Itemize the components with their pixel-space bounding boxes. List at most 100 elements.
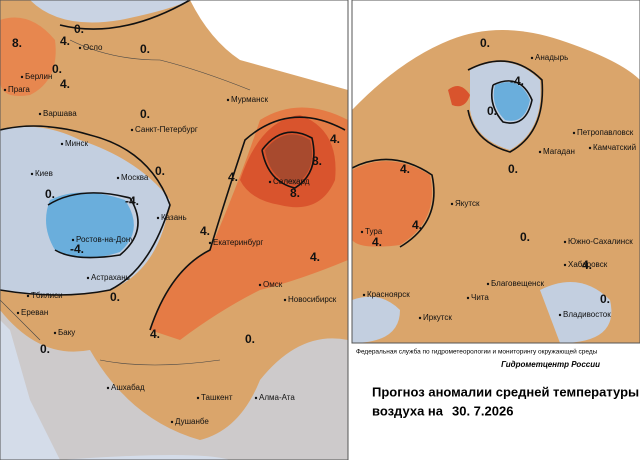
cold-area — [0, 310, 348, 460]
city-dot — [558, 313, 562, 317]
city-label: Иркутск — [423, 313, 452, 322]
contour-label: 4. — [310, 250, 320, 264]
city-dot — [30, 172, 34, 176]
contour-label: 0. — [52, 62, 62, 76]
contour-label: 0. — [140, 107, 150, 121]
city-label: Ашхабад — [111, 383, 145, 392]
city-dot — [538, 150, 542, 154]
city-dot — [106, 386, 110, 390]
contour-label: 4. — [582, 258, 592, 272]
city-label: Якутск — [455, 199, 480, 208]
city-dot — [418, 316, 422, 320]
center: Гидрометцентр России — [501, 360, 600, 369]
contour-label: 0. — [520, 230, 530, 244]
city-label: Екатеринбург — [213, 238, 263, 247]
city-dot — [38, 112, 42, 116]
city-label: Благовещенск — [491, 279, 544, 288]
contour-label: 4. — [60, 77, 70, 91]
city-label: Алма-Ата — [259, 393, 295, 402]
city-dot — [170, 420, 174, 424]
isoline — [352, 158, 435, 248]
city-label: Мурманск — [231, 95, 268, 104]
city-label: Красноярск — [367, 290, 410, 299]
city-label: Минск — [65, 139, 89, 148]
contour-label: 4. — [150, 327, 160, 341]
contour-label: 0. — [74, 22, 84, 36]
right-panel — [351, 0, 640, 344]
contour-label: 0. — [480, 36, 490, 50]
contour-label: 8. — [290, 186, 300, 200]
city-label: Прага — [8, 85, 30, 94]
contour-label: 0. — [45, 187, 55, 201]
city-dot — [16, 311, 20, 315]
contour-label: 0. — [110, 290, 120, 304]
contour-label: 0. — [40, 342, 50, 356]
city-label: Южно-Сахалинск — [568, 237, 633, 246]
contour-label: 0. — [508, 162, 518, 176]
isoline — [149, 116, 346, 331]
city-dot — [71, 238, 75, 242]
city-label: Ереван — [21, 308, 48, 317]
date: 30. 7.2026 — [452, 403, 513, 418]
city-dot — [486, 282, 490, 286]
contour-label: 4. — [372, 235, 382, 249]
city-label: Хабаровск — [568, 260, 608, 269]
contour-label: 4. — [330, 132, 340, 146]
city-label: Ташкент — [201, 393, 233, 402]
city-dot — [20, 75, 24, 79]
isoline — [47, 192, 139, 259]
city-dot — [226, 98, 230, 102]
city-label: Тура — [365, 227, 383, 236]
city-label: Петропавловск — [577, 128, 634, 137]
isoline — [0, 125, 171, 296]
contour-label: 8. — [12, 36, 22, 50]
city-dot — [116, 176, 120, 180]
city-dot — [362, 293, 366, 297]
isoline — [261, 131, 315, 189]
city-label: Астрахань — [91, 273, 130, 282]
warm-area — [352, 161, 432, 247]
cold-area — [540, 282, 612, 343]
city-dot — [196, 396, 200, 400]
city-dot — [60, 142, 64, 146]
city-dot — [86, 276, 90, 280]
contour-label: -4. — [70, 242, 84, 256]
city-label: Омск — [263, 280, 283, 289]
city-dot — [563, 263, 567, 267]
contour-label: 0. — [487, 104, 497, 118]
city-label: Магадан — [543, 147, 575, 156]
city-label: Санкт-Петербург — [135, 125, 198, 134]
city-dot — [588, 146, 592, 150]
coastline — [0, 39, 251, 366]
city-dot — [208, 241, 212, 245]
city-label: Камчатский — [593, 143, 636, 152]
contour-label: 4. — [60, 34, 70, 48]
city-dot — [450, 202, 454, 206]
cold-area — [30, 0, 190, 23]
city-label: Чита — [471, 293, 489, 302]
isoline — [490, 80, 533, 124]
city-label: Москва — [121, 173, 149, 182]
city-label: Салехард — [273, 177, 310, 186]
hot-core — [265, 134, 313, 185]
title: Прогноз аномалии средней температуры — [372, 384, 639, 399]
isoline — [467, 60, 544, 153]
city-dot — [130, 128, 134, 132]
contour-label: 8. — [312, 154, 322, 168]
contour-label: 4. — [200, 224, 210, 238]
city-dot — [466, 296, 470, 300]
city-label: Новосибирск — [288, 295, 337, 304]
city-dot — [53, 331, 57, 335]
city-label: Берлин — [25, 72, 52, 81]
contour-label: 4. — [412, 218, 422, 232]
city-dot — [572, 131, 576, 135]
city-label: Душанбе — [175, 417, 209, 426]
city-dot — [156, 216, 160, 220]
cold-core — [493, 82, 530, 121]
contour-label: -4. — [125, 194, 139, 208]
city-label: Анадырь — [535, 53, 568, 62]
city-dot — [3, 88, 7, 92]
contour-label: 0. — [245, 332, 255, 346]
contour-label: 0. — [140, 42, 150, 56]
